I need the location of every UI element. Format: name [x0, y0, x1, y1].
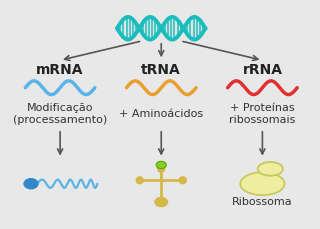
Text: rRNA: rRNA — [243, 63, 283, 77]
Ellipse shape — [240, 172, 284, 195]
Text: Ribossoma: Ribossoma — [232, 196, 293, 206]
Text: mRNA: mRNA — [36, 63, 84, 77]
Ellipse shape — [258, 162, 283, 176]
Circle shape — [24, 179, 38, 189]
Circle shape — [155, 198, 168, 207]
Circle shape — [156, 162, 166, 169]
Ellipse shape — [179, 177, 186, 184]
Ellipse shape — [158, 166, 165, 172]
Text: + Aminoácidos: + Aminoácidos — [119, 108, 203, 118]
Ellipse shape — [136, 177, 143, 184]
Text: + Proteínas
ribossomais: + Proteínas ribossomais — [229, 103, 296, 124]
Text: Modificação
(processamento): Modificação (processamento) — [13, 103, 107, 124]
Text: tRNA: tRNA — [141, 63, 181, 77]
